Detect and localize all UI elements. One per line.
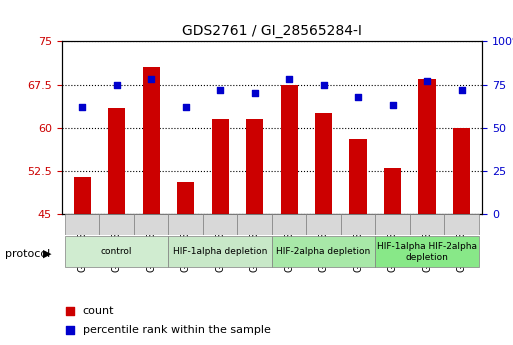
FancyBboxPatch shape bbox=[272, 214, 306, 235]
FancyBboxPatch shape bbox=[238, 214, 272, 235]
FancyBboxPatch shape bbox=[168, 214, 203, 235]
FancyBboxPatch shape bbox=[134, 214, 168, 235]
Point bbox=[216, 87, 224, 92]
Bar bbox=[384, 168, 401, 214]
Text: HIF-1alpha depletion: HIF-1alpha depletion bbox=[173, 247, 267, 256]
FancyBboxPatch shape bbox=[168, 236, 272, 267]
Point bbox=[458, 87, 466, 92]
Text: count: count bbox=[83, 306, 114, 316]
Point bbox=[250, 90, 259, 96]
Text: protocol: protocol bbox=[5, 249, 50, 258]
Point bbox=[344, 239, 352, 245]
FancyBboxPatch shape bbox=[203, 214, 238, 235]
FancyBboxPatch shape bbox=[306, 214, 341, 235]
Point bbox=[285, 77, 293, 82]
Bar bbox=[143, 67, 160, 214]
Point bbox=[113, 82, 121, 87]
FancyBboxPatch shape bbox=[341, 214, 376, 235]
Point bbox=[78, 104, 86, 110]
Text: control: control bbox=[101, 247, 132, 256]
FancyBboxPatch shape bbox=[272, 236, 376, 267]
FancyBboxPatch shape bbox=[100, 214, 134, 235]
FancyBboxPatch shape bbox=[376, 236, 479, 267]
Bar bbox=[108, 108, 125, 214]
Text: HIF-1alpha HIF-2alpha
depletion: HIF-1alpha HIF-2alpha depletion bbox=[377, 242, 477, 262]
Point bbox=[354, 94, 362, 99]
FancyBboxPatch shape bbox=[65, 214, 100, 235]
Point bbox=[182, 104, 190, 110]
Point bbox=[147, 77, 155, 82]
Point bbox=[320, 82, 328, 87]
Bar bbox=[419, 79, 436, 214]
FancyBboxPatch shape bbox=[65, 236, 168, 267]
Point bbox=[388, 102, 397, 108]
Point bbox=[423, 78, 431, 84]
Bar bbox=[349, 139, 367, 214]
FancyBboxPatch shape bbox=[410, 214, 444, 235]
Text: ▶: ▶ bbox=[43, 249, 51, 258]
Bar bbox=[246, 119, 263, 214]
FancyBboxPatch shape bbox=[444, 214, 479, 235]
Bar bbox=[453, 128, 470, 214]
Bar bbox=[177, 182, 194, 214]
Bar bbox=[315, 113, 332, 214]
Bar bbox=[74, 177, 91, 214]
Bar bbox=[281, 85, 298, 214]
Point bbox=[344, 70, 352, 76]
Text: percentile rank within the sample: percentile rank within the sample bbox=[83, 325, 270, 335]
Title: GDS2761 / GI_28565284-I: GDS2761 / GI_28565284-I bbox=[182, 23, 362, 38]
Bar bbox=[211, 119, 229, 214]
FancyBboxPatch shape bbox=[376, 214, 410, 235]
Text: HIF-2alpha depletion: HIF-2alpha depletion bbox=[277, 247, 371, 256]
